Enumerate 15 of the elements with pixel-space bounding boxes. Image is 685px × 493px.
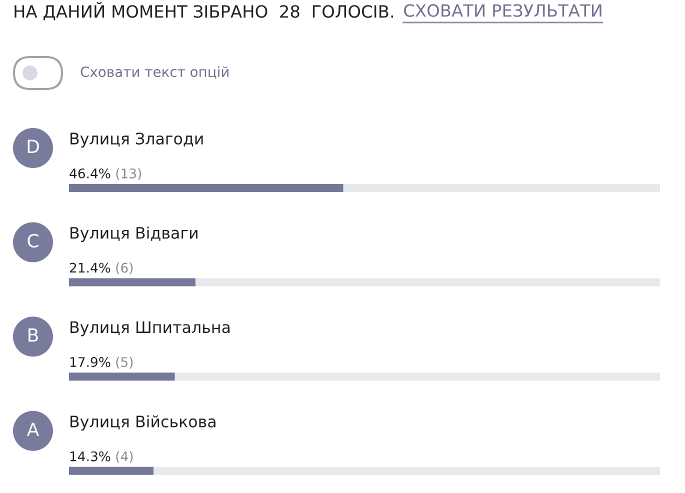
data-label: 14.3% (4) xyxy=(70,451,133,463)
chart-title: НА ДАНИЙ МОМЕНТ ЗІБРАНО 28 ГОЛОСІВ. xyxy=(14,2,394,20)
text: D xyxy=(28,140,39,153)
text: B xyxy=(28,328,38,342)
text: A xyxy=(26,422,40,436)
y-tick-label: Вулиця Шпитальна xyxy=(70,321,230,336)
text: СХОВАТИ РЕЗУЛЬТАТИ xyxy=(404,4,602,17)
data-label: 46.4% (13) xyxy=(70,168,142,180)
text: Сховати текст опцій xyxy=(80,66,228,79)
data-label: 21.4% (6) xyxy=(70,262,133,274)
y-tick-label: Вулиця Військова xyxy=(70,415,216,431)
data-label: 17.9% (5) xyxy=(70,356,133,369)
y-tick-label: Вулиця Відваги xyxy=(70,226,198,242)
y-tick-label: Вулиця Злагоди xyxy=(70,132,203,148)
text: C xyxy=(28,234,38,248)
